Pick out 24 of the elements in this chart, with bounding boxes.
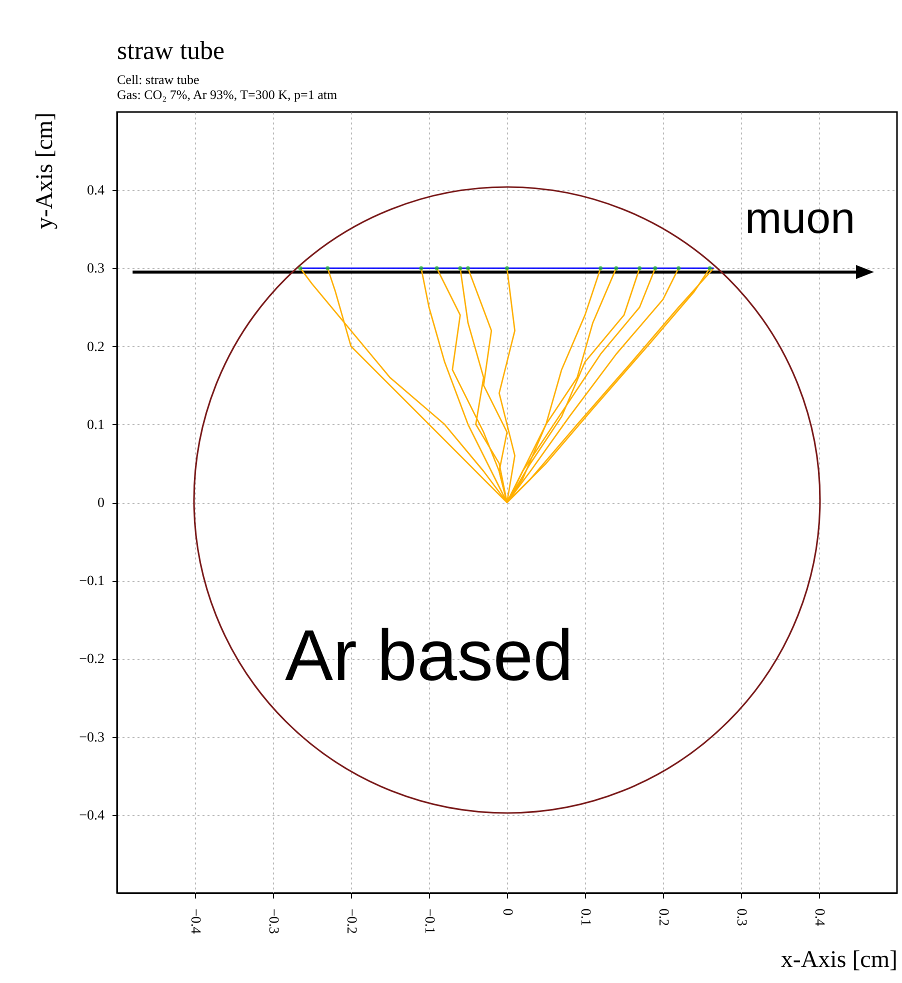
ref-line-label: muon <box>745 194 856 244</box>
x-tick-label: 0.3 <box>734 908 748 926</box>
x-tick-label: 0 <box>500 908 514 916</box>
y-tick-label: −0.1 <box>79 574 104 590</box>
y-tick-label: 0.2 <box>87 340 104 355</box>
annotation: Ar based <box>285 615 574 697</box>
x-tick-label: −0.2 <box>344 908 358 934</box>
y-tick-label: 0.3 <box>87 262 104 277</box>
x-tick-label: −0.1 <box>422 908 436 934</box>
y-tick-label: −0.3 <box>79 730 104 746</box>
chart-title: straw tube <box>117 36 225 65</box>
y-tick-label: −0.2 <box>79 652 104 668</box>
x-tick-label: 0.2 <box>656 908 670 926</box>
y-tick-label: 0.1 <box>87 418 104 433</box>
y-axis-title: y-Axis [cm] <box>32 112 58 230</box>
y-tick-label: −0.4 <box>79 808 104 824</box>
y-tick-label: 0 <box>98 496 104 511</box>
x-tick-label: −0.4 <box>188 908 202 934</box>
x-axis-title: x-Axis [cm] <box>780 946 898 973</box>
y-tick-label: 0.4 <box>87 184 104 199</box>
chart-subtitle: Cell: straw tube Gas: CO₂ 7%, Ar 93%, T=300 K, p=1 atm <box>117 72 338 102</box>
x-tick-label: 0.1 <box>578 908 592 926</box>
x-tick-label: −0.3 <box>266 908 280 934</box>
x-tick-label: 0.4 <box>812 908 826 926</box>
